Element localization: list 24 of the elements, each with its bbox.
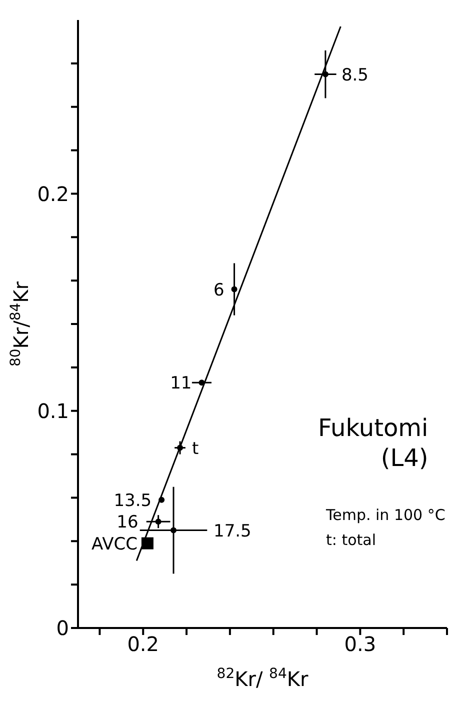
annotation: t: total [326, 531, 376, 549]
y-tick-label: 0.1 [37, 398, 69, 423]
point [198, 380, 205, 386]
text: Fukutomi (L4) [318, 413, 428, 473]
annotation: Temp. in 100 °C [326, 506, 446, 524]
annotation: 16 [116, 512, 138, 533]
point [177, 444, 184, 451]
point [141, 537, 154, 550]
point [158, 496, 165, 503]
annotation: 17.5 [214, 521, 252, 542]
annotation: 6 [213, 280, 224, 300]
point [170, 527, 177, 534]
x-axis-title: $^{82}$Kr/ $^{84}$Kr [216, 666, 309, 691]
annotation: 11 [170, 374, 192, 394]
annotation: 8.5 [341, 65, 368, 86]
y-tick-label: 0.2 [37, 182, 69, 206]
point [322, 71, 328, 78]
point [155, 518, 162, 525]
x-tick-label: 0.3 [344, 632, 376, 656]
y-tick-label: 0 [56, 616, 69, 640]
annotation: t [192, 438, 200, 459]
point [231, 286, 238, 292]
annotation: AVCC [92, 534, 138, 554]
annotation: 13.5 [114, 490, 152, 511]
